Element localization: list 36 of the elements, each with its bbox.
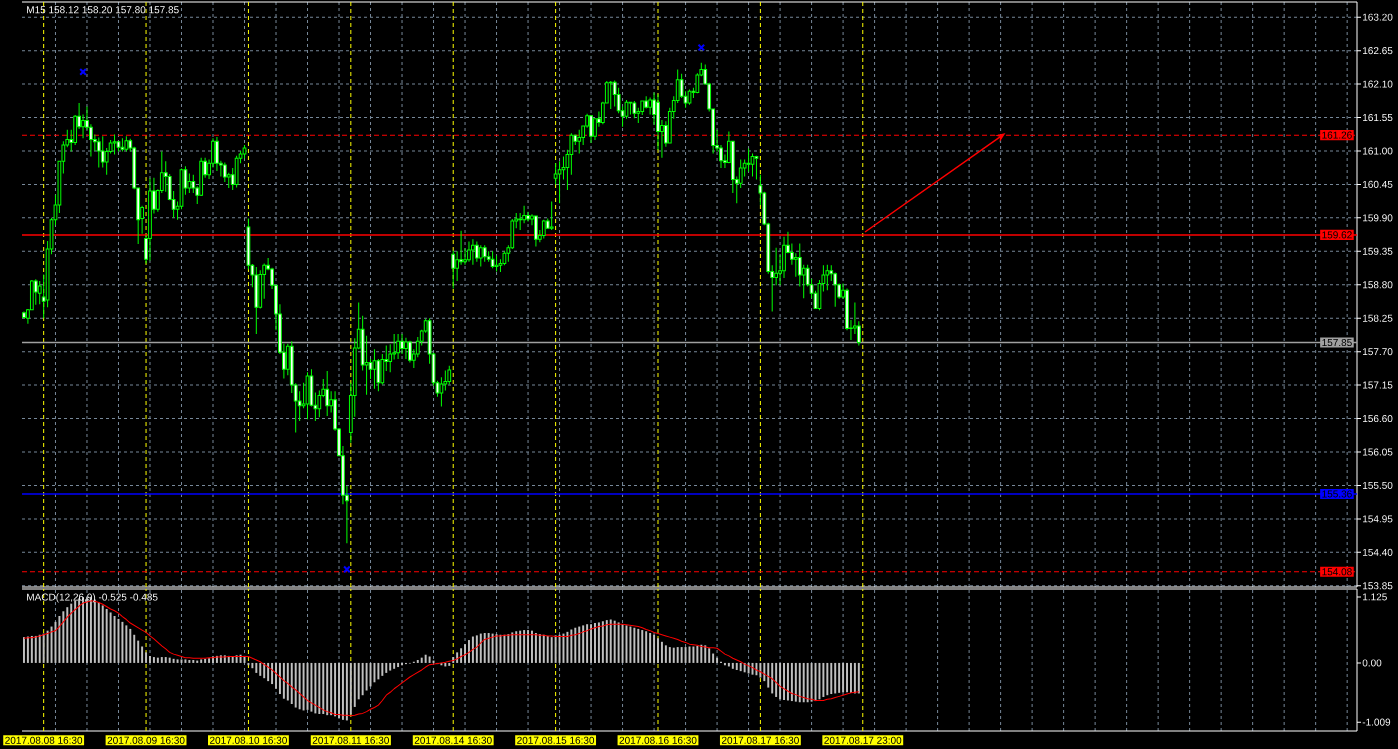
y-tick-label: 154.40 [1363,548,1393,556]
y-tick-label: 156.05 [1363,448,1393,456]
y-tick-label: -1.009 [1362,718,1391,726]
ref-line-label: 161.26 [1322,131,1352,139]
y-tick-label: 162.65 [1363,47,1393,55]
y-tick-label: 161.55 [1363,113,1393,122]
y-tick-label: 154.95 [1363,515,1393,523]
x-tick-label: 2017.08.14 16:30 [414,736,492,744]
y-tick-label: 162.10 [1363,80,1393,88]
y-tick-label: 1.125 [1363,593,1387,601]
y-tick-label: 158.80 [1363,281,1393,289]
x-tick-label: 2017.08.15 16:30 [517,736,595,744]
y-tick-label: 157.70 [1363,348,1393,356]
y-tick-label: 0.00 [1362,659,1382,667]
y-tick-label: 158.25 [1363,314,1393,322]
x-tick-label: 2017.08.11 16:30 [312,736,389,744]
x-tick-label: 2017.08.10 16:30 [210,736,287,744]
y-tick-label: 159.90 [1363,214,1393,222]
y-tick-label: 157.15 [1363,381,1393,389]
y-tick-label: 163.20 [1363,13,1393,21]
y-tick-label: 153.85 [1363,582,1393,590]
x-tick-label: 2017.08.09 16:30 [107,736,185,744]
ref-line-label: 155.36 [1322,490,1352,498]
y-tick-label: 160.45 [1363,180,1393,188]
y-tick-label: 156.60 [1363,415,1393,423]
y-tick-label: 161.00 [1363,147,1393,155]
x-tick-label: 2017.08.16 16:30 [619,736,697,744]
y-tick-label: 159.35 [1363,247,1393,255]
x-tick-label: 2017.08.17 23:00 [824,736,902,744]
ref-line-label: 154.08 [1322,568,1352,576]
ref-line-label: 159.62 [1322,231,1352,239]
x-tick-label: 2017.08.17 16:30 [721,736,799,744]
ref-line-label: 157.85 [1322,338,1352,347]
chart-title: M15 158.12 158.20 157.80 157.85 [27,6,179,14]
y-tick-label: 155.50 [1363,481,1393,489]
x-tick-label: 2017.08.08 16:30 [5,736,83,744]
